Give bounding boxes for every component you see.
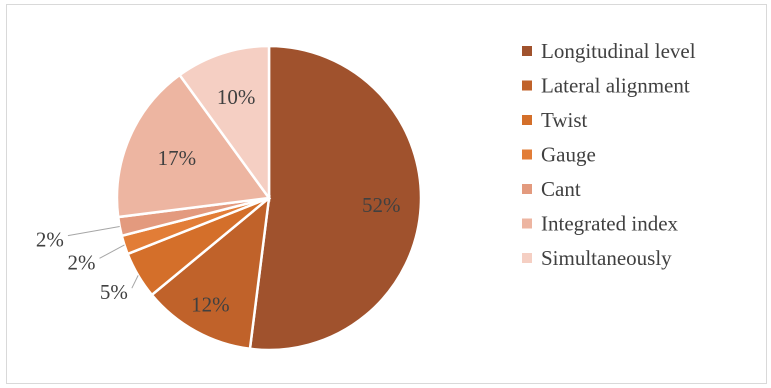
- data-label-gauge: 2%: [68, 250, 96, 274]
- data-labels: 52%12%5%2%2%17%10%: [36, 85, 401, 317]
- legend-label-integrated-index: Integrated index: [541, 212, 679, 236]
- pie-chart: 52%12%5%2%2%17%10% Longitudinal levelLat…: [36, 39, 696, 352]
- legend-swatch-lateral-alignment: [522, 80, 532, 91]
- legend-swatch-twist: [522, 115, 532, 125]
- legend-swatch-integrated-index: [522, 218, 532, 229]
- legend-label-twist: Twist: [541, 108, 588, 132]
- pie-slices: [115, 44, 423, 352]
- legend-swatch-simultaneously: [522, 253, 532, 263]
- leader-line-twist: [131, 275, 139, 289]
- leader-line-cant: [67, 225, 120, 237]
- data-label-longitudinal-level: 52%: [362, 193, 401, 217]
- data-label-lateral-alignment: 12%: [191, 293, 230, 317]
- leader-line-gauge: [99, 244, 125, 259]
- legend-label-simultaneously: Simultaneously: [541, 246, 672, 270]
- legend-swatch-longitudinal-level: [522, 46, 532, 56]
- leader-lines: [67, 225, 139, 289]
- data-label-simultaneously: 10%: [217, 85, 256, 109]
- slice-lateral-alignment: [150, 195, 271, 351]
- legend: Longitudinal level Lateral alignment Twist…: [522, 39, 696, 270]
- chart-frame: 52% 12% 5% 2% 2% 17% 10% Longitudinal level Lat…: [6, 4, 767, 384]
- slice-longitudinal-level: [248, 44, 423, 352]
- data-label-twist: 5%: [100, 280, 128, 304]
- data-label-integrated-index: 17%: [158, 146, 197, 170]
- slice-simultaneously: [177, 44, 271, 202]
- legend-label-lateral-alignment: Lateral alignment: [541, 74, 690, 98]
- legend-label-longitudinal-level: Longitudinal level: [541, 39, 696, 63]
- legend-label-gauge: Gauge: [541, 143, 596, 167]
- legend-label-cant: Cant: [541, 177, 581, 201]
- legend-swatch-cant: [522, 184, 532, 194]
- legend-swatch-gauge: [522, 149, 532, 160]
- slice-integrated-index: [115, 73, 272, 219]
- data-label-cant: 2%: [36, 228, 64, 252]
